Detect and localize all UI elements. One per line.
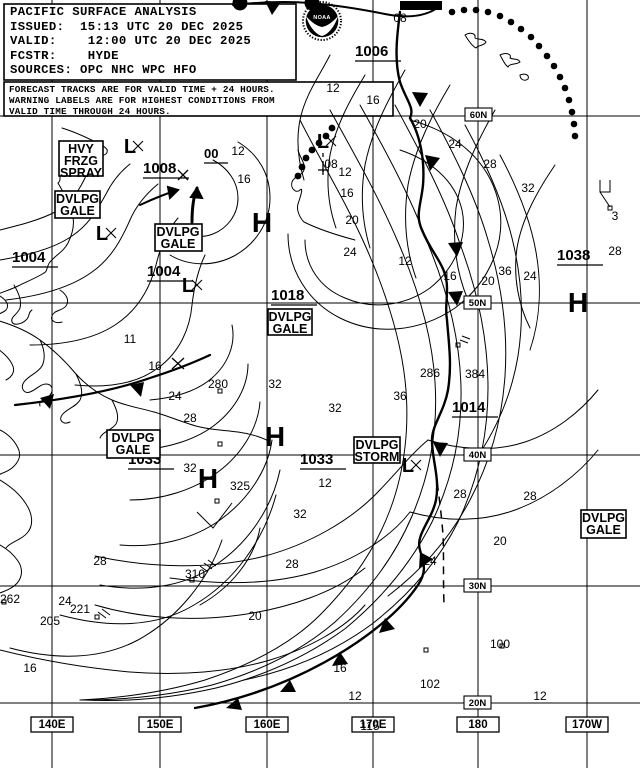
svg-text:140E: 140E: [39, 719, 66, 731]
svg-text:1033: 1033: [300, 451, 333, 468]
svg-text:150E: 150E: [147, 719, 174, 731]
svg-text:16: 16: [148, 359, 162, 373]
svg-text:32: 32: [293, 507, 307, 521]
svg-text:1004: 1004: [12, 249, 46, 266]
svg-text:16: 16: [237, 172, 251, 186]
svg-text:L: L: [402, 455, 414, 477]
svg-text:12: 12: [338, 165, 352, 179]
svg-text:H: H: [265, 421, 285, 452]
svg-text:L: L: [317, 131, 329, 153]
svg-text:28: 28: [608, 244, 622, 258]
svg-text:STORM: STORM: [355, 450, 400, 464]
svg-text:20: 20: [248, 609, 262, 623]
svg-text:221: 221: [70, 602, 90, 616]
svg-text:24: 24: [168, 389, 182, 403]
svg-text:GALE: GALE: [116, 443, 151, 457]
svg-text:24: 24: [343, 245, 357, 259]
svg-text:08: 08: [324, 157, 338, 171]
svg-text:H: H: [252, 207, 272, 238]
svg-text:384: 384: [465, 367, 485, 381]
svg-text:24: 24: [448, 137, 462, 151]
svg-text:GALE: GALE: [586, 523, 621, 537]
svg-text:GALE: GALE: [161, 237, 196, 251]
svg-text:11: 11: [124, 332, 137, 346]
svg-text:170W: 170W: [572, 719, 602, 731]
svg-text:36: 36: [498, 264, 512, 278]
svg-text:1004: 1004: [147, 263, 181, 280]
svg-text:16: 16: [366, 93, 380, 107]
svg-text:115: 115: [360, 719, 379, 733]
svg-text:32: 32: [328, 401, 342, 415]
svg-text:24: 24: [423, 554, 437, 568]
svg-text:310: 310: [185, 567, 205, 581]
svg-text:1008: 1008: [143, 160, 176, 177]
svg-text:1018: 1018: [271, 287, 304, 304]
svg-text:L: L: [96, 223, 108, 245]
svg-text:32: 32: [268, 377, 282, 391]
svg-text:12: 12: [348, 689, 362, 703]
svg-text:24: 24: [58, 594, 72, 608]
svg-text:32: 32: [521, 181, 535, 195]
svg-text:12: 12: [533, 689, 547, 703]
svg-text:262: 262: [0, 592, 20, 606]
svg-text:12: 12: [231, 144, 245, 158]
svg-text:30N: 30N: [469, 581, 487, 592]
svg-text:GALE: GALE: [273, 322, 308, 336]
svg-text:1038: 1038: [557, 247, 590, 264]
svg-text:20: 20: [493, 534, 507, 548]
svg-text:24: 24: [523, 269, 537, 283]
svg-text:32: 32: [183, 461, 197, 475]
svg-text:H: H: [568, 287, 588, 318]
svg-text:102: 102: [420, 677, 440, 691]
svg-text:12: 12: [318, 476, 332, 490]
svg-text:16: 16: [443, 269, 457, 283]
svg-text:60N: 60N: [470, 110, 488, 121]
svg-text:16: 16: [333, 661, 347, 675]
svg-text:280: 280: [208, 377, 228, 391]
svg-text:286: 286: [420, 366, 440, 380]
svg-text:50N: 50N: [469, 298, 487, 309]
svg-text:20: 20: [481, 274, 495, 288]
svg-text:08: 08: [393, 11, 407, 25]
svg-text:NOAA: NOAA: [313, 15, 330, 21]
svg-text:28: 28: [483, 157, 497, 171]
svg-text:20: 20: [413, 117, 427, 131]
svg-text:SPRAY: SPRAY: [60, 166, 103, 180]
svg-text:GALE: GALE: [60, 204, 95, 218]
svg-text:L: L: [124, 136, 136, 158]
svg-text:40N: 40N: [469, 450, 487, 461]
svg-text:28: 28: [93, 554, 107, 568]
svg-text:12: 12: [326, 81, 340, 95]
svg-text:16: 16: [23, 661, 37, 675]
svg-text:L: L: [182, 275, 194, 297]
svg-text:28: 28: [183, 411, 197, 425]
svg-text:205: 205: [40, 614, 60, 628]
svg-text:100: 100: [490, 637, 510, 651]
svg-text:28: 28: [523, 489, 537, 503]
svg-text:1006: 1006: [355, 43, 388, 60]
svg-text:1014: 1014: [452, 399, 486, 416]
svg-text:28: 28: [285, 557, 299, 571]
svg-text:180: 180: [468, 719, 487, 731]
svg-text:3: 3: [612, 209, 619, 223]
svg-text:325: 325: [230, 479, 250, 493]
svg-text:H: H: [198, 463, 218, 494]
svg-text:12: 12: [398, 254, 412, 268]
svg-text:16: 16: [340, 186, 354, 200]
svg-text:36: 36: [393, 389, 407, 403]
svg-text:28: 28: [453, 487, 467, 501]
svg-text:20: 20: [345, 213, 359, 227]
svg-text:00: 00: [204, 146, 218, 161]
svg-text:160E: 160E: [254, 719, 281, 731]
svg-text:20N: 20N: [469, 698, 487, 709]
